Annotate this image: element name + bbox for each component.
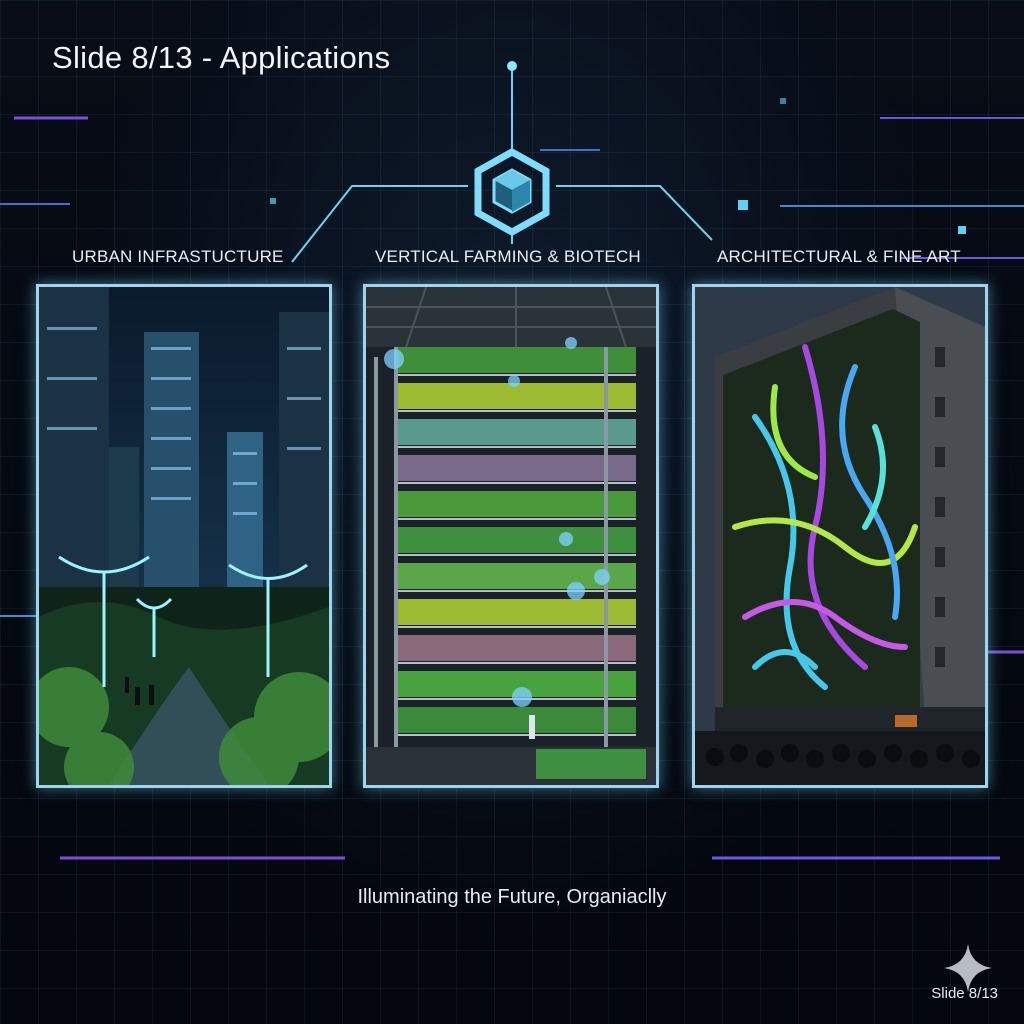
panel-architectural-art [692,284,988,788]
panel-urban-infrastructure [36,284,332,788]
vertical-farm-image [366,287,656,785]
slide-title: Slide 8/13 - Applications [52,40,391,75]
hexagon-cube-icon [474,147,550,237]
sparkle-star-icon [944,944,992,992]
panel-vertical-farming [363,284,659,788]
urban-city-image [39,287,329,785]
panel-label-farming: VERTICAL FARMING & BIOTECH [375,247,641,266]
panel-label-art: ARCHITECTURAL & FINE ART [717,247,961,266]
panel-label-urban: URBAN INFRASTUCTURE [72,247,284,266]
slide-number: Slide 8/13 [931,985,998,1002]
building-mural-image [695,287,985,785]
slide-tagline: Illuminating the Future, Organiaclly [357,886,667,908]
